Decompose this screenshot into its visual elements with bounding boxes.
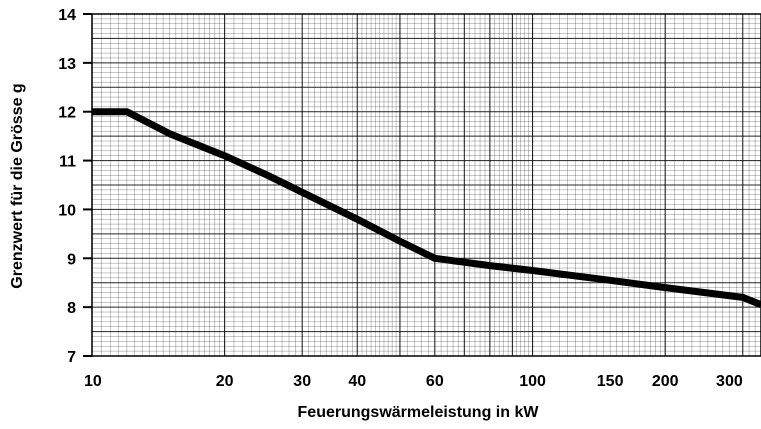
x-tick-label: 200 — [652, 373, 679, 390]
x-tick-label: 20 — [216, 373, 234, 390]
y-tick-label: 10 — [58, 202, 76, 219]
y-tick-label: 11 — [59, 154, 76, 171]
x-tick-label: 40 — [348, 373, 366, 390]
y-tick-label: 9 — [67, 251, 76, 268]
y-tick-label: 13 — [58, 56, 76, 73]
series-group — [91, 108, 761, 308]
y-tick-label: 12 — [58, 105, 76, 122]
x-ticks: 10 20 30 40 60 100 150 200 300 — [84, 373, 743, 390]
y-tick-label: 8 — [67, 300, 76, 317]
y-ticks: 7 8 9 10 11 12 13 14 — [58, 7, 92, 366]
x-axis-title: Feuerungswärmeleistung in kW — [298, 404, 540, 421]
x-tick-label: 60 — [426, 373, 444, 390]
plot-frame — [91, 13, 761, 357]
x-tick-label: 300 — [716, 373, 743, 390]
x-tick-label: 100 — [519, 373, 546, 390]
y-tick-label: 14 — [58, 7, 76, 24]
y-tick-label: 7 — [67, 349, 76, 366]
series-line — [92, 108, 761, 308]
x-tick-label: 10 — [84, 373, 102, 390]
grid-major — [91, 13, 761, 357]
x-tick-label: 150 — [597, 373, 624, 390]
y-axis-title: Grenzwert für die Grösse g — [9, 83, 26, 288]
x-tick-label: 30 — [293, 373, 311, 390]
